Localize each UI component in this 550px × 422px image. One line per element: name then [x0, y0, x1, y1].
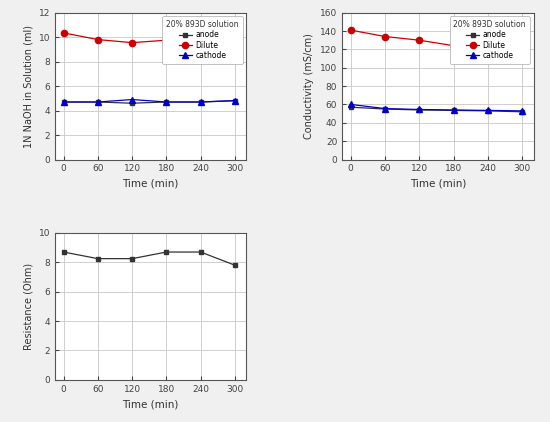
anode: [197, 100, 204, 105]
Legend: anode, Dilute, cathode: anode, Dilute, cathode: [162, 16, 243, 64]
anode: [450, 108, 457, 113]
Dilute: [519, 48, 525, 53]
cathode: [95, 100, 101, 105]
Y-axis label: Conductivity (mS/cm): Conductivity (mS/cm): [305, 33, 315, 139]
Dilute: [163, 38, 170, 43]
Dilute: [416, 38, 422, 43]
Dilute: [348, 27, 354, 32]
X-axis label: Time (min): Time (min): [410, 179, 466, 189]
Dilute: [450, 43, 457, 48]
Line: cathode: cathode: [348, 102, 525, 114]
Y-axis label: Resistance (Ohm): Resistance (Ohm): [23, 263, 33, 350]
cathode: [450, 108, 457, 113]
anode: [95, 100, 101, 105]
Line: cathode: cathode: [61, 97, 238, 105]
Dilute: [382, 34, 388, 39]
cathode: [519, 108, 525, 114]
cathode: [60, 100, 67, 105]
Y-axis label: 1N NaOH in Solution (ml): 1N NaOH in Solution (ml): [23, 24, 33, 148]
anode: [163, 100, 170, 105]
anode: [519, 109, 525, 114]
anode: [129, 101, 135, 106]
Dilute: [232, 40, 238, 45]
anode: [485, 108, 491, 114]
Line: anode: anode: [348, 105, 525, 114]
cathode: [232, 98, 238, 103]
anode: [232, 98, 238, 103]
cathode: [348, 102, 354, 107]
X-axis label: Time (min): Time (min): [123, 399, 179, 409]
cathode: [382, 106, 388, 111]
Dilute: [197, 40, 204, 45]
cathode: [416, 107, 422, 112]
anode: [382, 106, 388, 111]
cathode: [197, 100, 204, 105]
Dilute: [485, 47, 491, 52]
anode: [60, 100, 67, 105]
anode: [348, 105, 354, 110]
Legend: anode, Dilute, cathode: anode, Dilute, cathode: [449, 16, 530, 64]
Line: Dilute: Dilute: [348, 27, 525, 54]
Line: Dilute: Dilute: [60, 30, 238, 46]
X-axis label: Time (min): Time (min): [123, 179, 179, 189]
cathode: [163, 100, 170, 105]
Dilute: [95, 37, 101, 42]
Line: anode: anode: [61, 98, 238, 106]
Dilute: [60, 30, 67, 35]
anode: [416, 108, 422, 113]
cathode: [129, 97, 135, 102]
Dilute: [129, 40, 135, 45]
cathode: [485, 108, 491, 113]
